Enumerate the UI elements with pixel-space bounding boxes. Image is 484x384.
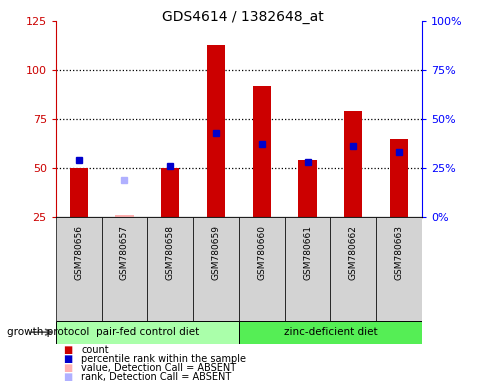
Text: GSM780658: GSM780658 bbox=[166, 225, 174, 280]
Bar bbox=[284, 217, 330, 321]
Bar bbox=[376, 217, 421, 321]
Text: GDS4614 / 1382648_at: GDS4614 / 1382648_at bbox=[161, 10, 323, 23]
Bar bbox=[389, 139, 408, 217]
Bar bbox=[238, 217, 284, 321]
Bar bbox=[238, 321, 421, 344]
Text: GSM780662: GSM780662 bbox=[348, 225, 357, 280]
Text: GSM780661: GSM780661 bbox=[302, 225, 311, 280]
Bar bbox=[115, 215, 133, 217]
Text: ■: ■ bbox=[63, 372, 72, 382]
Text: GSM780657: GSM780657 bbox=[120, 225, 129, 280]
Text: pair-fed control diet: pair-fed control diet bbox=[95, 327, 198, 337]
Text: count: count bbox=[81, 345, 109, 355]
Text: ■: ■ bbox=[63, 354, 72, 364]
Text: value, Detection Call = ABSENT: value, Detection Call = ABSENT bbox=[81, 363, 236, 373]
Text: ■: ■ bbox=[63, 345, 72, 355]
Bar bbox=[56, 217, 101, 321]
Bar bbox=[147, 217, 193, 321]
Bar bbox=[69, 168, 88, 217]
Text: percentile rank within the sample: percentile rank within the sample bbox=[81, 354, 246, 364]
Text: GSM780660: GSM780660 bbox=[257, 225, 266, 280]
Text: ■: ■ bbox=[63, 363, 72, 373]
Bar bbox=[161, 168, 179, 217]
Text: growth protocol: growth protocol bbox=[7, 327, 90, 337]
Text: GSM780656: GSM780656 bbox=[74, 225, 83, 280]
Text: zinc-deficient diet: zinc-deficient diet bbox=[283, 327, 377, 337]
Bar bbox=[193, 217, 238, 321]
Bar bbox=[252, 86, 271, 217]
Bar bbox=[101, 217, 147, 321]
Bar bbox=[330, 217, 376, 321]
Bar bbox=[298, 160, 316, 217]
Bar bbox=[344, 111, 362, 217]
Text: GSM780659: GSM780659 bbox=[211, 225, 220, 280]
Bar bbox=[206, 45, 225, 217]
Bar bbox=[56, 321, 238, 344]
Text: rank, Detection Call = ABSENT: rank, Detection Call = ABSENT bbox=[81, 372, 231, 382]
Text: GSM780663: GSM780663 bbox=[394, 225, 403, 280]
